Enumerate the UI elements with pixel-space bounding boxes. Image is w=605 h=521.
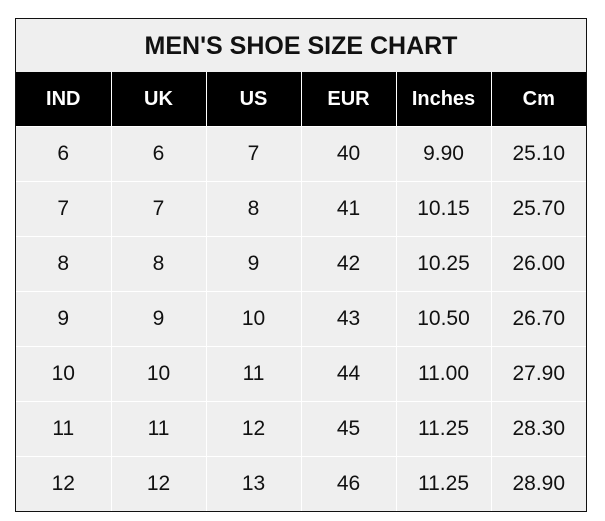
table-cell: 8 [16, 236, 112, 292]
table-cell: 12 [205, 401, 302, 457]
table-row: 7 7 8 41 10.15 25.70 [16, 181, 586, 237]
table-cell: 27.90 [490, 346, 586, 402]
table-cell: 11.25 [395, 456, 492, 511]
table-row: 12 12 13 46 11.25 28.90 [16, 456, 586, 511]
chart-title: MEN'S SHOE SIZE CHART [144, 32, 458, 60]
table-cell: 10.15 [395, 181, 492, 237]
column-header: UK [110, 72, 207, 127]
table-cell: 10.50 [395, 291, 492, 347]
table-cell: 42 [300, 236, 397, 292]
table-cell: 12 [110, 456, 207, 511]
table-row: 6 6 7 40 9.90 25.10 [16, 126, 586, 182]
table-cell: 9 [110, 291, 207, 347]
table-cell: 25.10 [490, 126, 586, 182]
size-chart: MEN'S SHOE SIZE CHART IND UK US EUR Inches Cm… [15, 18, 587, 512]
table-cell: 9 [205, 236, 302, 292]
table-cell: 10.25 [395, 236, 492, 292]
table-cell: 45 [300, 401, 397, 457]
table-cell: 9 [16, 291, 112, 347]
column-header: US [205, 72, 302, 127]
table-cell: 44 [300, 346, 397, 402]
table-cell: 25.70 [490, 181, 586, 237]
column-header: IND [16, 72, 112, 127]
column-header: Cm [490, 72, 586, 127]
table-row: 11 11 12 45 11.25 28.30 [16, 401, 586, 457]
table-cell: 8 [205, 181, 302, 237]
table-cell: 41 [300, 181, 397, 237]
column-header: Inches [395, 72, 492, 127]
table-cell: 40 [300, 126, 397, 182]
table-cell: 26.00 [490, 236, 586, 292]
size-table: IND UK US EUR Inches Cm 6 6 7 40 9.90 25.10 7 7 8 41 10… [16, 72, 586, 511]
table-cell: 43 [300, 291, 397, 347]
table-cell: 10 [205, 291, 302, 347]
table-cell: 11 [110, 401, 207, 457]
table-cell: 8 [110, 236, 207, 292]
table-cell: 10 [16, 346, 112, 402]
table-cell: 7 [110, 181, 207, 237]
table-cell: 11.00 [395, 346, 492, 402]
table-cell: 46 [300, 456, 397, 511]
table-cell: 11.25 [395, 401, 492, 457]
table-cell: 10 [110, 346, 207, 402]
table-cell: 6 [110, 126, 207, 182]
table-cell: 28.30 [490, 401, 586, 457]
table-cell: 11 [205, 346, 302, 402]
table-cell: 26.70 [490, 291, 586, 347]
table-cell: 12 [16, 456, 112, 511]
column-header: EUR [300, 72, 397, 127]
table-row: 9 9 10 43 10.50 26.70 [16, 291, 586, 347]
table-row: 8 8 9 42 10.25 26.00 [16, 236, 586, 292]
table-cell: 28.90 [490, 456, 586, 511]
table-cell: 9.90 [395, 126, 492, 182]
table-row: 10 10 11 44 11.00 27.90 [16, 346, 586, 402]
table-cell: 7 [16, 181, 112, 237]
table-cell: 7 [205, 126, 302, 182]
table-cell: 11 [16, 401, 112, 457]
table-cell: 6 [16, 126, 112, 182]
table-cell: 13 [205, 456, 302, 511]
